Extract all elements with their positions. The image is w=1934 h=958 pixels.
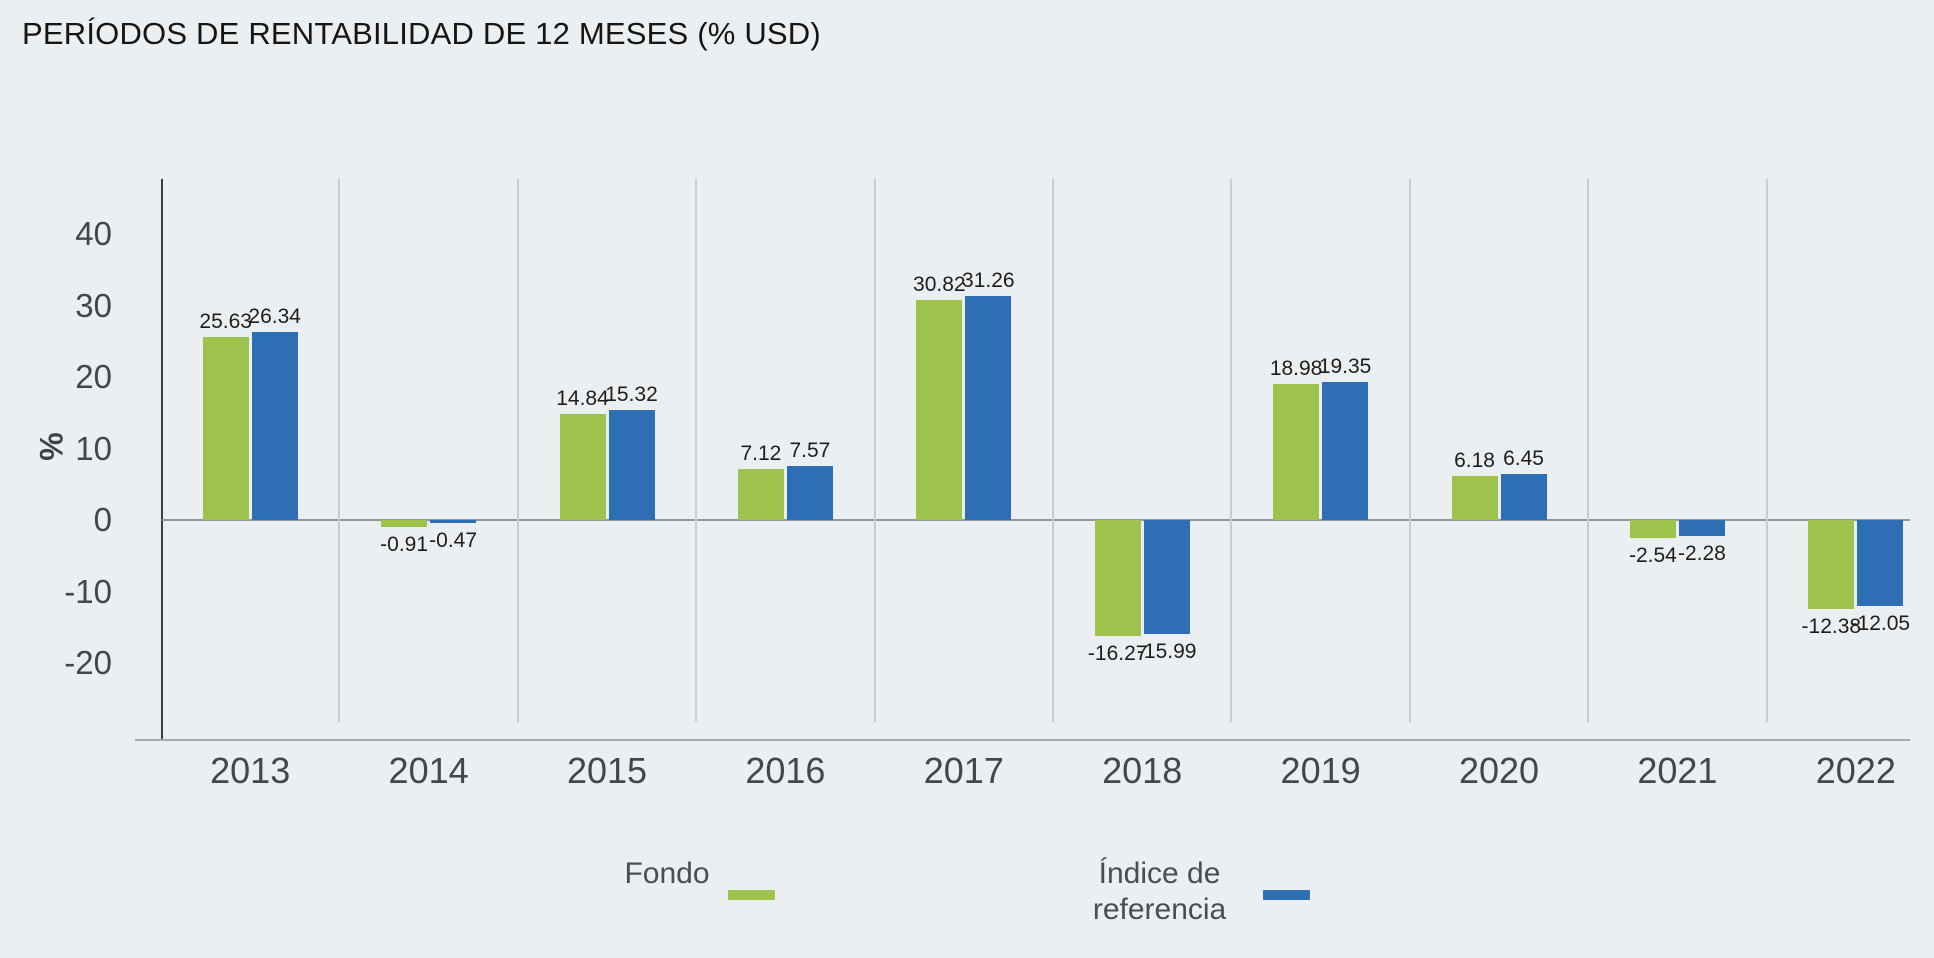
bar-fondo-2017 bbox=[916, 299, 963, 520]
y-tick-label: -20 bbox=[64, 644, 112, 681]
value-label: -16.27 bbox=[1087, 642, 1148, 666]
value-label: 26.34 bbox=[248, 304, 301, 328]
value-label: 6.18 bbox=[1454, 448, 1495, 472]
bar--ndice-de-referencia-2022 bbox=[1857, 520, 1904, 607]
chart-title: PERÍODOS DE RENTABILIDAD DE 12 MESES (% … bbox=[22, 16, 821, 51]
bar-fondo-2013 bbox=[202, 336, 249, 520]
x-axis-label: 2018 bbox=[1102, 750, 1183, 791]
bar--ndice-de-referencia-2013 bbox=[251, 331, 298, 520]
x-axis-label: 2019 bbox=[1280, 750, 1361, 791]
bar--ndice-de-referencia-2020 bbox=[1500, 473, 1547, 520]
value-label: -12.05 bbox=[1850, 612, 1911, 636]
value-label: 19.35 bbox=[1318, 354, 1372, 378]
legend-swatch-indice bbox=[1262, 890, 1310, 900]
value-label: 7.12 bbox=[740, 442, 782, 466]
legend: Fondo Índice de referencia bbox=[0, 856, 1934, 928]
value-label: 15.32 bbox=[605, 383, 658, 407]
x-axis-label: 2016 bbox=[745, 750, 826, 791]
value-label: 6.45 bbox=[1503, 446, 1544, 470]
value-label: -2.28 bbox=[1677, 542, 1726, 566]
bar-fondo-2021 bbox=[1629, 520, 1676, 539]
value-label: 30.82 bbox=[913, 272, 966, 296]
bar--ndice-de-referencia-2014 bbox=[430, 520, 477, 524]
bar--ndice-de-referencia-2021 bbox=[1678, 520, 1725, 537]
bar-fondo-2018 bbox=[1094, 520, 1141, 637]
value-label: 31.26 bbox=[962, 269, 1015, 293]
bar-fondo-2015 bbox=[559, 413, 606, 520]
value-label: 7.57 bbox=[789, 438, 831, 462]
x-axis-label: 2015 bbox=[566, 750, 648, 791]
y-tick-label: 30 bbox=[75, 286, 112, 324]
value-label: -0.47 bbox=[429, 529, 478, 553]
bar-fondo-2014 bbox=[381, 520, 428, 527]
y-tick-label: 10 bbox=[75, 429, 112, 467]
value-label: -12.38 bbox=[1801, 614, 1862, 638]
category-gridline bbox=[1408, 179, 1411, 722]
legend-item-fondo: Fondo bbox=[624, 856, 775, 928]
y-tick-label: 0 bbox=[93, 501, 112, 538]
bar--ndice-de-referencia-2016 bbox=[786, 465, 833, 520]
bar-fondo-2020 bbox=[1451, 475, 1498, 520]
x-axis-label: 2014 bbox=[388, 750, 469, 791]
category-gridline bbox=[338, 179, 341, 722]
value-label: 14.84 bbox=[556, 386, 609, 410]
category-gridline bbox=[873, 179, 876, 722]
bar--ndice-de-referencia-2017 bbox=[965, 296, 1012, 520]
bar--ndice-de-referencia-2019 bbox=[1322, 381, 1369, 520]
bar--ndice-de-referencia-2015 bbox=[608, 410, 655, 520]
bar-fondo-2016 bbox=[737, 469, 784, 520]
category-gridline bbox=[516, 179, 519, 722]
y-tick-label: -10 bbox=[64, 572, 112, 610]
category-gridline bbox=[1052, 179, 1054, 722]
y-axis-line bbox=[161, 179, 163, 740]
y-tick-label: 40 bbox=[75, 215, 112, 252]
x-axis-label: 2021 bbox=[1637, 750, 1718, 791]
legend-swatch-fondo bbox=[727, 890, 775, 900]
x-axis-line bbox=[135, 739, 1910, 741]
bar-fondo-2019 bbox=[1273, 384, 1320, 520]
x-axis-label: 2020 bbox=[1458, 750, 1540, 791]
value-label: -0.91 bbox=[380, 532, 429, 556]
x-axis-label: 2022 bbox=[1815, 750, 1896, 791]
y-tick-label: 20 bbox=[75, 358, 112, 395]
value-label: 18.98 bbox=[1269, 357, 1323, 381]
category-gridline bbox=[1230, 179, 1233, 722]
bar--ndice-de-referencia-2018 bbox=[1143, 520, 1190, 635]
bar-fondo-2022 bbox=[1808, 520, 1855, 609]
category-gridline bbox=[1765, 179, 1768, 722]
zero-baseline bbox=[162, 519, 1910, 521]
legend-label-fondo: Fondo bbox=[624, 857, 710, 890]
category-gridline bbox=[695, 179, 698, 722]
category-gridline bbox=[1587, 179, 1590, 722]
legend-item-indice: Índice de referencia bbox=[1075, 856, 1310, 928]
x-axis-label: 2017 bbox=[923, 750, 1004, 791]
value-label: 25.63 bbox=[199, 309, 252, 333]
x-axis-label: 2013 bbox=[210, 750, 291, 791]
value-label: -15.99 bbox=[1136, 640, 1197, 664]
legend-label-indice: Índice de referencia bbox=[1092, 857, 1227, 926]
value-label: -2.54 bbox=[1628, 544, 1677, 568]
